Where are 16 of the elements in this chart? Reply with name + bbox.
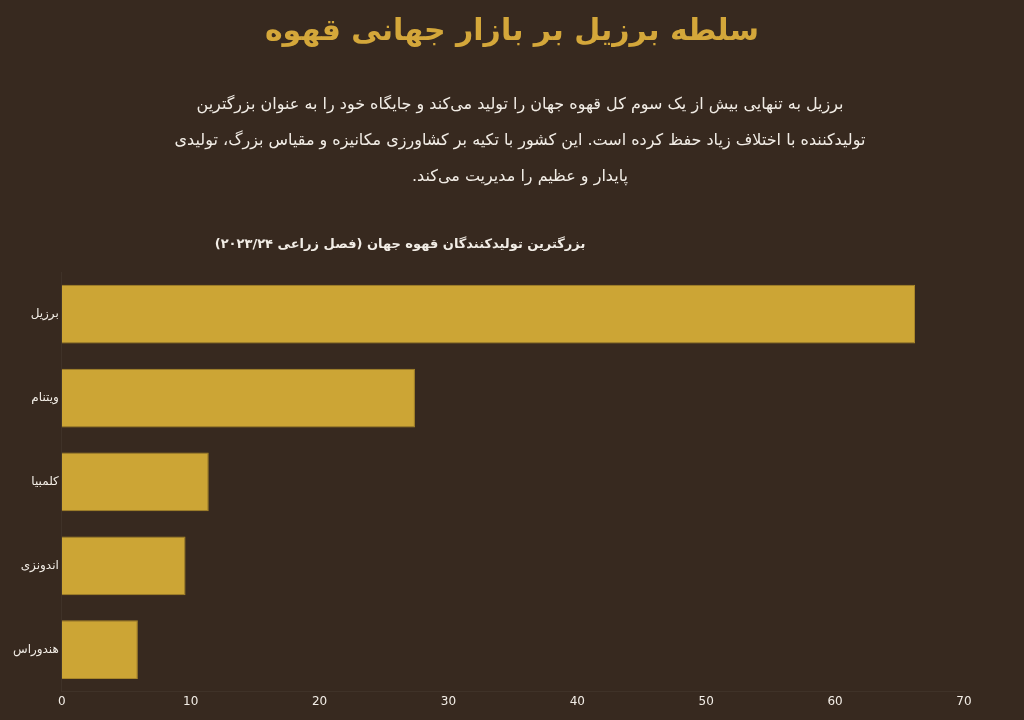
chart-title: سلطه برزیل بر بازار جهانی قهوه	[263, 12, 761, 47]
x-tick-label: 70	[956, 693, 972, 708]
x-tick-label: 50	[698, 693, 714, 708]
x-tick-label: 30	[440, 693, 457, 708]
x-tick-label: 20	[311, 693, 328, 708]
x-tick-label: 60	[827, 693, 843, 708]
y-tick-label: ویتنام	[31, 390, 59, 406]
x-tick-label: 10	[183, 693, 199, 708]
chart-subtitle: برزیل به تنهایی بیش از یک سوم کل قهوه جهان را تولید می‌کند و جایگاه خود را به عنوان بزرگترین تولیدکننده با اختلاف زیاد حفظ کرده است. این کشور با تکیه بر کشاورزی مکانیزه و مقیاس بزرگ، تولیدی پایدار و عظیم را مدیریت می‌کند.	[173, 93, 867, 188]
x-tick-label: 40	[569, 693, 585, 708]
y-tick-label: هندوراس	[12, 641, 59, 657]
y-tick-label: کلمبیا	[31, 474, 60, 489]
text: بزرگترین تولیدکنندگان قهوه جهان (فصل زراعی ۲۰۲۳/۲۴)	[213, 236, 587, 251]
y-tick-label: برزیل	[30, 306, 59, 322]
y-tick-label: اندونزی	[20, 557, 59, 573]
x-tick-label: 0	[58, 693, 66, 708]
